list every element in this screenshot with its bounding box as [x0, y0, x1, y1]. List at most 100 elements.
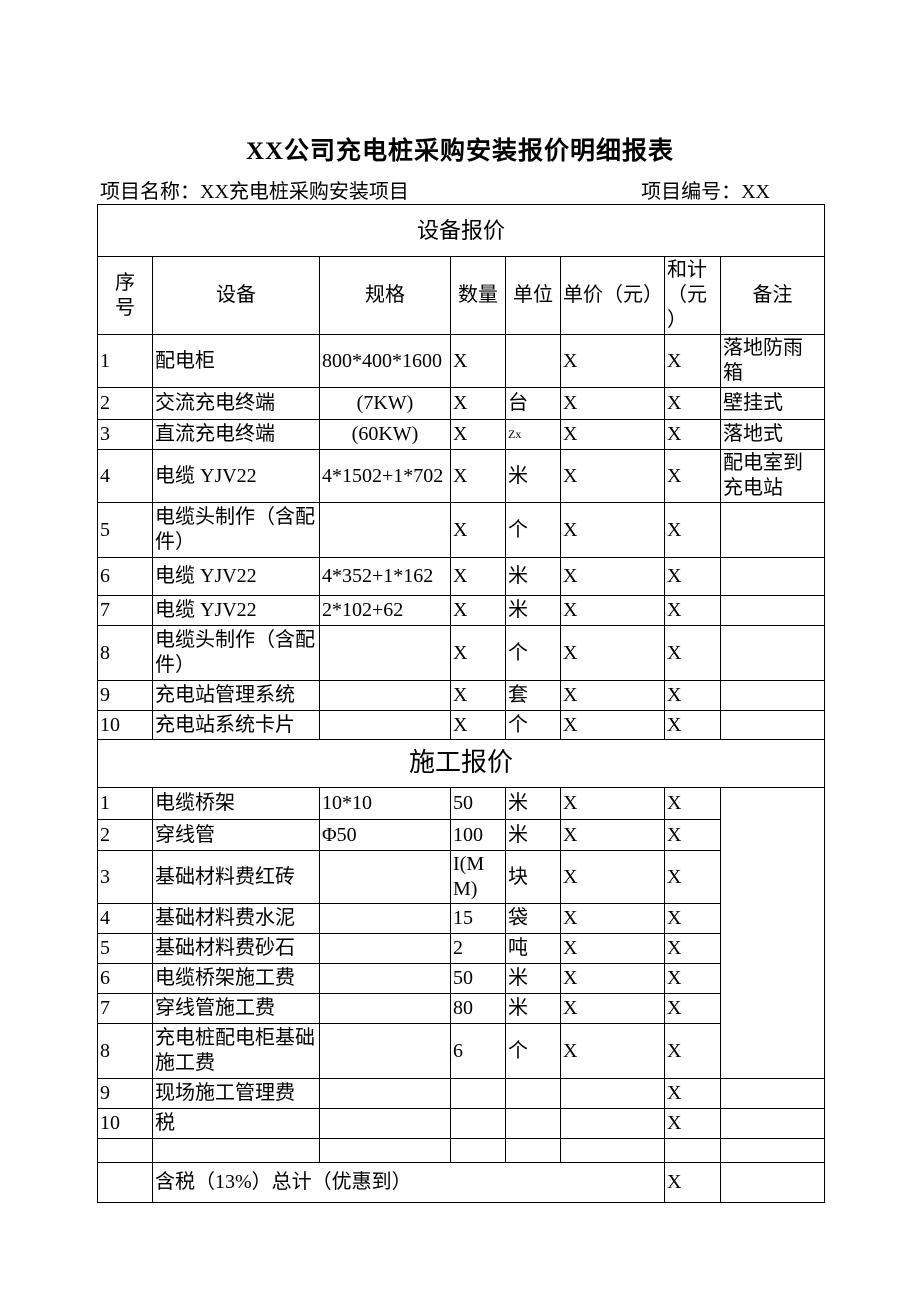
cell-spec: 4*352+1*162 — [319, 557, 451, 596]
col-header-remark: 备注 — [719, 256, 826, 335]
cell-spec: (7KW) — [319, 387, 451, 420]
cell-price: X — [560, 449, 665, 503]
cell-price: X — [560, 993, 665, 1024]
cell-price: X — [560, 819, 665, 851]
cell-total: X — [664, 1108, 721, 1139]
col-header-device: 设备 — [152, 256, 320, 335]
cell-price: X — [560, 850, 665, 904]
cell-unit: 米 — [505, 557, 561, 596]
cell-unit: 个 — [505, 710, 561, 740]
project-code: 项目编号：XX — [641, 181, 770, 203]
cell-spec — [319, 1023, 451, 1079]
table-row: 8 充电桩配电柜基础施工费 6 个 X X — [97, 1023, 825, 1079]
table-row: 1 电缆桥架 10*10 50 米 X X — [97, 787, 826, 1079]
cell-remark: 壁挂式 — [719, 387, 826, 420]
cell-device: 基础材料费水泥 — [152, 903, 320, 934]
cell-unit: 米 — [505, 819, 561, 851]
cell-qty — [450, 1138, 506, 1163]
cell-qty: X — [450, 595, 506, 626]
cell-seq: 1 — [97, 334, 153, 388]
table-row: 4 基础材料费水泥 15 袋 X X — [97, 903, 825, 934]
cell-seq: 1 — [97, 787, 153, 820]
cell-seq: 2 — [97, 819, 153, 851]
cell-spec — [319, 1078, 451, 1109]
page-title: XX公司充电桩采购安装报价明细报表 — [245, 138, 675, 165]
cell-device: 现场施工管理费 — [152, 1078, 320, 1109]
cell-spec — [319, 625, 451, 681]
cell-remark: 落地防雨箱 — [719, 334, 826, 388]
cell-price: X — [560, 710, 665, 740]
cell-device: 税 — [152, 1108, 320, 1139]
cell-seq: 8 — [97, 625, 153, 681]
cell-unit: Zx — [505, 419, 561, 450]
cell-unit: 套 — [505, 680, 561, 711]
cell-unit: 块 — [505, 850, 561, 904]
cell-price: X — [560, 595, 665, 626]
merged-remark-cell — [719, 787, 826, 1079]
table-row: 9 现场施工管理费 X — [97, 1078, 826, 1109]
cell-device: 电缆 YJV22 — [152, 557, 320, 596]
col-header-seq: 序 号 — [97, 256, 153, 335]
cell-unit — [505, 1078, 561, 1109]
col-header-unit: 单位 — [505, 256, 561, 335]
cell-seq: 7 — [97, 993, 153, 1024]
cell-total: X — [664, 557, 721, 596]
cell-device: 基础材料费红砖 — [152, 850, 320, 904]
empty-row — [97, 1138, 826, 1163]
cell-qty: X — [450, 502, 506, 558]
project-name: 项目名称：XX充电桩采购安装项目 — [100, 181, 409, 203]
cell-price: X — [560, 903, 665, 934]
cell-qty: 50 — [450, 787, 506, 820]
cell-device: 充电桩配电柜基础施工费 — [152, 1023, 320, 1079]
cell-spec — [319, 502, 451, 558]
cell-remark — [719, 502, 826, 558]
cell-unit: 米 — [505, 963, 561, 994]
cell-remark — [719, 680, 826, 711]
cell-qty: X — [450, 710, 506, 740]
cell-remark: 落地式 — [719, 419, 826, 450]
cell-device: 电缆头制作（含配件） — [152, 625, 320, 681]
cell-unit — [505, 1138, 561, 1163]
table-header-row: 序 号 设备 规格 数量 单位 单价（元） 和计 （元 ） 备注 — [97, 256, 826, 335]
col-header-qty: 数量 — [450, 256, 506, 335]
cell-price: X — [560, 387, 665, 420]
table-row: 设备报价 — [96, 204, 826, 257]
cell-total: X — [664, 1078, 721, 1109]
cell-unit: 米 — [505, 993, 561, 1024]
cell-qty: 2 — [450, 933, 506, 964]
table-row: 4 电缆 YJV22 4*1502+1*702 X 米 X X 配电室到充电站 — [97, 449, 826, 503]
cell-total: X — [664, 419, 721, 450]
cell-total: X — [664, 1023, 721, 1079]
cell-unit: 个 — [505, 625, 561, 681]
cell-spec — [319, 850, 451, 904]
cell-total: X — [664, 819, 721, 851]
cell-spec — [319, 963, 451, 994]
cell-spec: 800*400*1600 — [319, 334, 451, 388]
cell-price: X — [560, 502, 665, 558]
cell-device: 充电站管理系统 — [152, 680, 320, 711]
cell-spec — [319, 993, 451, 1024]
cell-seq: 4 — [97, 903, 153, 934]
cell-seq: 5 — [97, 933, 153, 964]
cell-qty: I(MM) — [450, 850, 506, 904]
col-header-total: 和计 （元 ） — [664, 256, 721, 335]
cell-device: 电缆桥架 — [152, 787, 320, 820]
cell-price: X — [560, 419, 665, 450]
cell-qty: X — [450, 334, 506, 388]
cell-device: 电缆 YJV22 — [152, 595, 320, 626]
cell-seq: 10 — [97, 710, 153, 740]
cell-qty: 80 — [450, 993, 506, 1024]
table-row: 10 税 X — [97, 1108, 826, 1139]
cell-spec: 4*1502+1*702 — [319, 449, 451, 503]
cell-price: X — [560, 680, 665, 711]
cell-qty: X — [450, 557, 506, 596]
table-row: 1 配电柜 800*400*1600 X X X 落地防雨箱 — [97, 334, 826, 388]
cell-spec: 2*102+62 — [319, 595, 451, 626]
cell-total: X — [664, 850, 721, 904]
cell-remark — [719, 625, 826, 681]
col-header-price: 单价（元） — [560, 256, 665, 335]
cell-unit: 个 — [505, 502, 561, 558]
cell-seq: 3 — [97, 850, 153, 904]
cell-qty — [450, 1078, 506, 1109]
